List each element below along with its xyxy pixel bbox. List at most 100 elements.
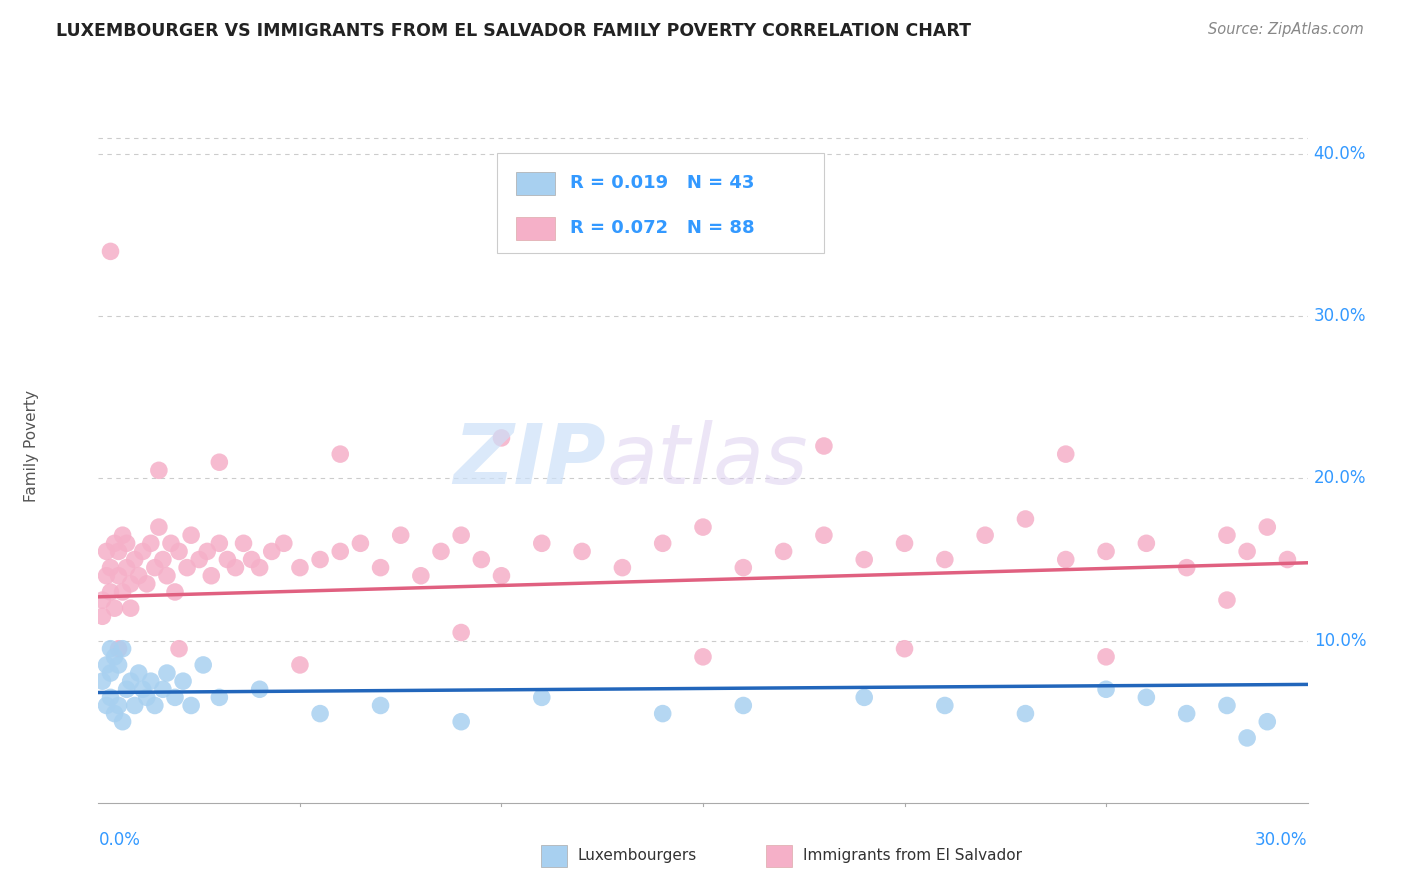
Point [249, 682, 271, 697]
Point [1216, 593, 1239, 607]
Point [240, 552, 263, 566]
Point [139, 536, 162, 550]
Point [232, 536, 254, 550]
Point [612, 560, 634, 574]
Point [309, 552, 332, 566]
Point [1054, 447, 1077, 461]
Point [491, 568, 513, 582]
Point [1095, 649, 1118, 664]
Point [1236, 544, 1258, 558]
Point [200, 568, 222, 582]
Point [450, 528, 472, 542]
Point [135, 690, 157, 705]
Point [180, 698, 202, 713]
Point [692, 649, 714, 664]
Bar [516, 217, 555, 240]
Text: 10.0%: 10.0% [1313, 632, 1367, 649]
Point [853, 690, 876, 705]
Point [288, 657, 311, 672]
Point [111, 714, 134, 729]
Text: Luxembourgers: Luxembourgers [578, 848, 697, 863]
Point [156, 666, 179, 681]
Point [273, 536, 295, 550]
Point [692, 520, 714, 534]
Text: 30.0%: 30.0% [1256, 831, 1308, 849]
Point [115, 560, 138, 574]
Point [1095, 544, 1118, 558]
Point [450, 625, 472, 640]
Point [115, 536, 138, 550]
Point [176, 560, 198, 574]
Point [96, 698, 118, 713]
Point [813, 528, 835, 542]
Point [100, 666, 122, 681]
Point [160, 536, 183, 550]
Text: Family Poverty: Family Poverty [24, 390, 39, 502]
Point [349, 536, 371, 550]
Point [1236, 731, 1258, 745]
Text: LUXEMBOURGER VS IMMIGRANTS FROM EL SALVADOR FAMILY POVERTY CORRELATION CHART: LUXEMBOURGER VS IMMIGRANTS FROM EL SALVA… [56, 22, 972, 40]
Point [132, 682, 155, 697]
Point [128, 666, 150, 681]
Point [772, 544, 794, 558]
Point [96, 657, 118, 672]
Point [107, 641, 129, 656]
Point [853, 552, 876, 566]
Point [491, 431, 513, 445]
Point [193, 657, 215, 672]
Point [733, 560, 755, 574]
Point [934, 552, 956, 566]
Point [1175, 560, 1198, 574]
Point [288, 560, 311, 574]
Point [260, 544, 283, 558]
Point [1135, 690, 1157, 705]
Point [1256, 714, 1278, 729]
Point [100, 585, 122, 599]
Point [370, 698, 392, 713]
Point [163, 690, 186, 705]
Point [124, 698, 146, 713]
Point [100, 690, 122, 705]
Point [934, 698, 956, 713]
Text: Immigrants from El Salvador: Immigrants from El Salvador [803, 848, 1022, 863]
Point [389, 528, 412, 542]
Point [103, 536, 125, 550]
Point [103, 601, 125, 615]
Point [120, 601, 142, 615]
Text: 20.0%: 20.0% [1313, 469, 1367, 487]
Text: 0.0%: 0.0% [98, 831, 141, 849]
Point [148, 463, 170, 477]
Point [329, 544, 352, 558]
Point [128, 568, 150, 582]
Point [470, 552, 492, 566]
Point [208, 536, 231, 550]
Point [651, 706, 673, 721]
Point [96, 568, 118, 582]
Point [1054, 552, 1077, 566]
Point [139, 674, 162, 689]
Text: atlas: atlas [606, 420, 808, 500]
Point [370, 560, 392, 574]
Point [217, 552, 239, 566]
Point [143, 698, 166, 713]
Point [1216, 528, 1239, 542]
Text: ZIP: ZIP [454, 420, 606, 500]
Point [172, 674, 194, 689]
Bar [516, 171, 555, 195]
Point [1175, 706, 1198, 721]
Point [115, 682, 138, 697]
Point [111, 585, 134, 599]
Point [1095, 682, 1118, 697]
Point [148, 520, 170, 534]
Point [249, 560, 271, 574]
Point [107, 657, 129, 672]
Point [733, 698, 755, 713]
Point [111, 528, 134, 542]
Point [430, 544, 453, 558]
Point [224, 560, 246, 574]
Point [96, 544, 118, 558]
Text: 30.0%: 30.0% [1313, 307, 1367, 326]
Point [409, 568, 432, 582]
Point [208, 455, 231, 469]
Point [1277, 552, 1299, 566]
